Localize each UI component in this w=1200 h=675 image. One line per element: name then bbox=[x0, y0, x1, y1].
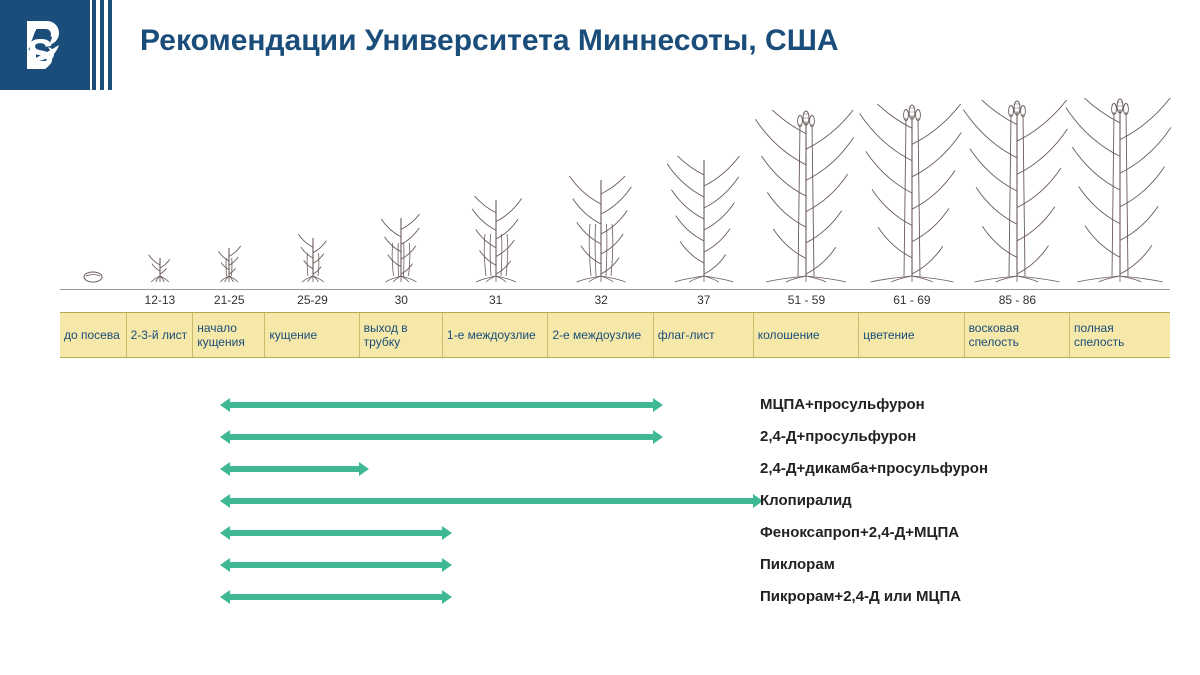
herbicide-row: Пикрорам+2,4-Д или МЦПА bbox=[60, 584, 1170, 616]
plant-stage-illustration bbox=[296, 234, 328, 289]
stage-cell: колошение bbox=[754, 313, 859, 357]
herbicide-row: Пиклорам bbox=[60, 552, 1170, 584]
stage-cell: 2-3-й лист bbox=[127, 313, 194, 357]
herbicide-label: Пикрорам+2,4-Д или МЦПА bbox=[760, 588, 961, 605]
application-window-bar bbox=[229, 402, 654, 408]
stage-cell: 2-е междоузлие bbox=[548, 313, 653, 357]
bbch-code: 31 bbox=[489, 293, 502, 307]
stage-cell: полная спелость bbox=[1070, 313, 1170, 357]
bbch-code: 37 bbox=[697, 293, 710, 307]
plant-stage-illustration bbox=[82, 270, 104, 289]
stage-cell: цветение bbox=[859, 313, 964, 357]
herbicide-label: МЦПА+просульфурон bbox=[760, 396, 925, 413]
stage-cell: флаг-лист bbox=[654, 313, 754, 357]
brand-logo: S bbox=[0, 0, 90, 90]
stage-cell: восковая спелость bbox=[965, 313, 1070, 357]
stage-cell: до посева bbox=[60, 313, 127, 357]
stage-label-row: до посева2-3-й листначало кущениякущение… bbox=[60, 312, 1170, 358]
growth-stage-chart: 12-13 21-25 25-29 30 31 32 37 51 - 59 61 - 69 85 … bbox=[60, 100, 1170, 616]
bbch-code: 61 - 69 bbox=[893, 293, 930, 307]
application-window-bar bbox=[229, 562, 443, 568]
bbch-code: 30 bbox=[395, 293, 408, 307]
bbch-code-row: 12-13 21-25 25-29 30 31 32 37 51 - 59 61 - 69 85 … bbox=[60, 290, 1170, 312]
application-window-bar bbox=[229, 466, 359, 472]
bbch-code: 12-13 bbox=[145, 293, 176, 307]
bbch-code: 51 - 59 bbox=[788, 293, 825, 307]
plant-illustration-row bbox=[60, 100, 1170, 290]
herbicide-label: Пиклорам bbox=[760, 556, 835, 573]
stage-cell: 1-е междоузлие bbox=[443, 313, 548, 357]
plant-stage-illustration bbox=[660, 156, 747, 289]
plant-stage-illustration bbox=[1056, 98, 1183, 289]
stage-cell: кущение bbox=[265, 313, 359, 357]
page-title: Рекомендации Университета Миннесоты, США bbox=[140, 24, 1180, 58]
bbch-code: 32 bbox=[594, 293, 607, 307]
stage-cell: начало кущения bbox=[193, 313, 265, 357]
plant-stage-illustration bbox=[565, 176, 638, 289]
herbicide-label: 2,4-Д+дикамба+просульфурон bbox=[760, 460, 988, 477]
svg-text:S: S bbox=[27, 32, 54, 73]
plant-stage-illustration bbox=[466, 196, 525, 289]
bbch-code: 21-25 bbox=[214, 293, 245, 307]
logo-bars bbox=[92, 0, 112, 90]
herbicide-row: МЦПА+просульфурон bbox=[60, 392, 1170, 424]
plant-stage-illustration bbox=[747, 110, 866, 289]
bbch-code: 25-29 bbox=[297, 293, 328, 307]
herbicide-row: 2,4-Д+дикамба+просульфурон bbox=[60, 456, 1170, 488]
herbicide-label: Феноксапроп+2,4-Д+МЦПА bbox=[760, 524, 959, 541]
application-window-bar bbox=[229, 434, 654, 440]
herbicide-row: Феноксапроп+2,4-Д+МЦПА bbox=[60, 520, 1170, 552]
plant-stage-illustration bbox=[378, 214, 424, 289]
application-window-bar bbox=[229, 498, 753, 504]
herbicide-row: 2,4-Д+просульфурон bbox=[60, 424, 1170, 456]
application-window-bar bbox=[229, 594, 443, 600]
herbicide-label: Клопиралид bbox=[760, 492, 852, 509]
herbicide-timeline: МЦПА+просульфурон 2,4-Д+просульфурон 2,4-Д… bbox=[60, 392, 1170, 616]
stage-cell: выход в трубку bbox=[360, 313, 443, 357]
application-window-bar bbox=[229, 530, 443, 536]
bbch-code: 85 - 86 bbox=[999, 293, 1036, 307]
plant-stage-illustration bbox=[147, 254, 173, 289]
plant-stage-illustration bbox=[216, 244, 242, 289]
herbicide-row: Клопиралид bbox=[60, 488, 1170, 520]
logo-glyph: S bbox=[21, 17, 69, 73]
herbicide-label: 2,4-Д+просульфурон bbox=[760, 428, 916, 445]
